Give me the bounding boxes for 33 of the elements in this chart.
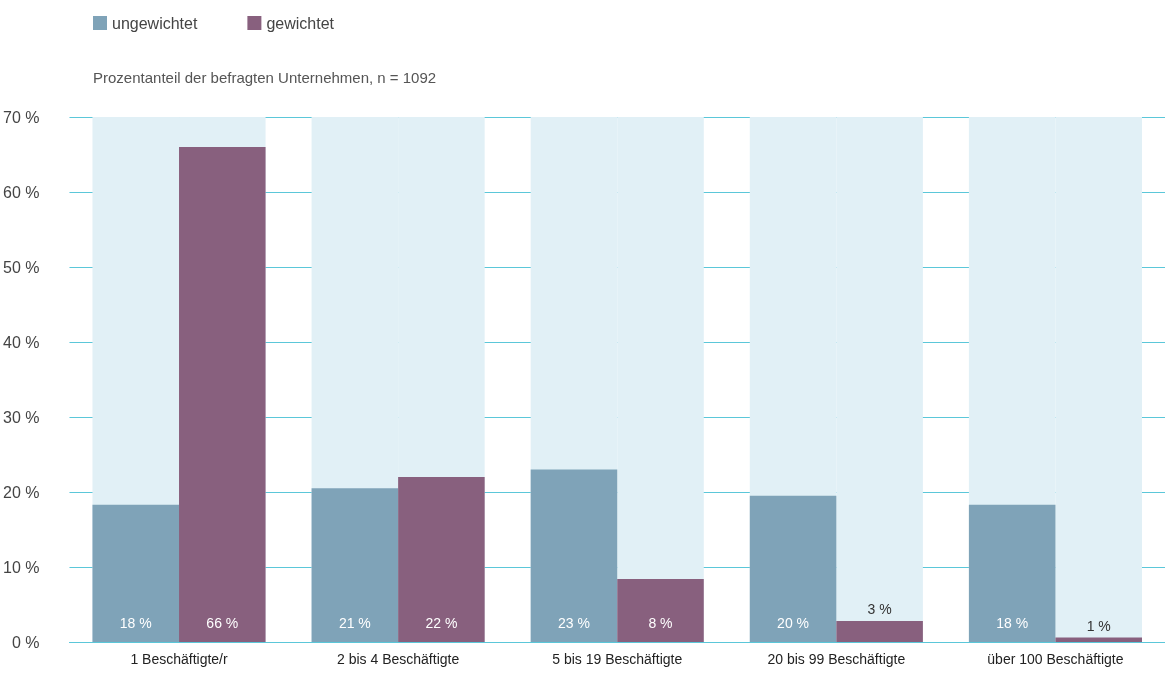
y-tick-label: 70 % <box>3 108 40 126</box>
bar <box>749 495 837 642</box>
bar <box>836 621 923 642</box>
bar <box>617 579 704 642</box>
data-label: 18 % <box>996 615 1029 631</box>
legend-label: gewichtet <box>266 14 335 32</box>
data-label: 23 % <box>558 615 590 631</box>
bar <box>92 504 180 642</box>
y-tick-label: 0 % <box>11 633 40 651</box>
data-label: 20 % <box>777 615 810 631</box>
y-tick-label: 60 % <box>3 183 40 201</box>
data-label: 3 % <box>867 601 892 617</box>
data-label: 66 % <box>206 615 239 631</box>
bar <box>398 477 485 642</box>
x-tick-label: 2 bis 4 Beschäftigte <box>337 651 460 667</box>
data-label: 1 % <box>1086 617 1111 634</box>
data-label: 21 % <box>338 615 371 631</box>
y-tick-label: 20 % <box>3 483 40 501</box>
bar <box>311 488 399 642</box>
x-tick-label: 20 bis 99 Beschäftigte <box>767 651 906 667</box>
y-tick-label: 40 % <box>3 333 40 351</box>
data-label: 18 % <box>119 615 152 631</box>
x-tick-label: über 100 Beschäftigte <box>987 651 1124 667</box>
chart-subtitle: Prozentanteil der befragten Unternehmen, n = 1092 <box>93 69 437 86</box>
x-tick-label: 1 Beschäftigte/r <box>130 651 228 667</box>
bar <box>968 504 1056 642</box>
y-tick-label: 30 % <box>3 408 40 426</box>
y-tick-label: 10 % <box>3 558 40 576</box>
data-label: 22 % <box>425 615 458 631</box>
x-tick-label: 5 bis 19 Beschäftigte <box>552 651 683 667</box>
data-label: 8 % <box>648 615 673 631</box>
y-tick-label: 50 % <box>3 258 40 276</box>
legend-label: ungewichtet <box>112 14 198 32</box>
